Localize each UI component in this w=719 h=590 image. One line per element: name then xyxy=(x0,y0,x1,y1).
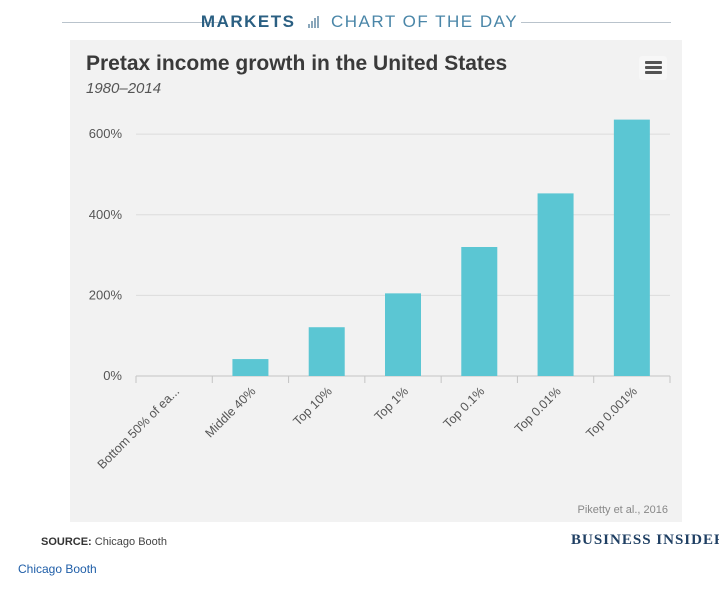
bar-chart-icon xyxy=(307,13,319,33)
chart-of-the-day-header: MARKETS CHART OF THE DAY xyxy=(0,0,719,40)
header-title: MARKETS CHART OF THE DAY xyxy=(0,12,719,33)
business-insider-logo: BUSINESS INSIDER xyxy=(571,532,719,548)
chart-title: Pretax income growth in the United State… xyxy=(86,52,508,75)
chart-panel: Pretax income growth in the United State… xyxy=(70,40,682,522)
y-tick-label: 0% xyxy=(103,368,122,383)
source-text: Chicago Booth xyxy=(94,536,167,548)
source-label: SOURCE: xyxy=(41,536,92,548)
markets-label: MARKETS xyxy=(200,12,296,31)
source-line: SOURCE: Chicago Booth xyxy=(41,536,167,548)
bar xyxy=(537,193,574,376)
x-tick-label: Top 10% xyxy=(291,384,335,428)
x-tick-label: Top 0.01% xyxy=(512,384,564,436)
y-tick-label: 600% xyxy=(89,126,123,141)
hamburger-icon xyxy=(645,61,662,64)
chart-credit: Piketty et al., 2016 xyxy=(577,504,669,516)
x-tick-label: Bottom 50% of ea... xyxy=(95,384,183,472)
bar xyxy=(232,359,269,376)
header-rule-left xyxy=(62,22,222,23)
x-tick-label: Top 1% xyxy=(372,384,411,423)
bar xyxy=(385,293,421,376)
y-tick-label: 400% xyxy=(89,207,123,222)
source-link[interactable]: Chicago Booth xyxy=(18,562,97,576)
bar-chart: 0% 200% 400% 600% Bottom 50% of ea... Middle … xyxy=(89,119,671,472)
bar xyxy=(613,119,650,377)
bar xyxy=(308,327,345,376)
chart-of-the-day-label: CHART OF THE DAY xyxy=(330,12,519,31)
x-tick-label: Top 0.1% xyxy=(441,384,488,431)
chart-subtitle: 1980–2014 xyxy=(86,80,162,97)
x-tick-label: Middle 40% xyxy=(202,384,258,440)
x-tick-label: Top 0.001% xyxy=(583,384,640,441)
bar xyxy=(461,247,498,376)
chart-menu-button[interactable] xyxy=(639,56,667,80)
header-rule-right xyxy=(521,22,671,23)
y-tick-label: 200% xyxy=(89,287,123,302)
